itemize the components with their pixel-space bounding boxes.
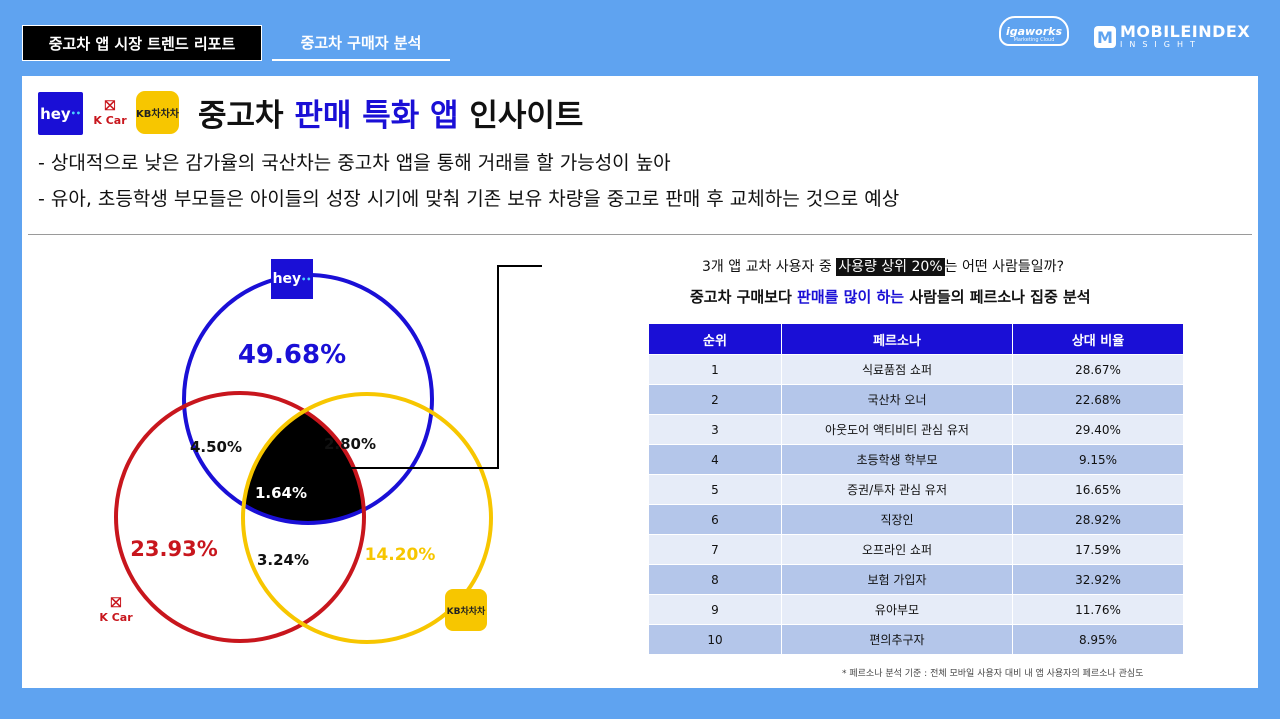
cell-ratio: 9.15% — [1012, 444, 1184, 475]
cell-persona: 보험 가입자 — [781, 564, 1013, 595]
table-row: 8 보험 가입자 32.92% — [648, 564, 1184, 595]
venn-center-region — [243, 394, 364, 523]
cell-rank: 4 — [648, 444, 782, 475]
venn-label-kcar-kb: 3.24% — [257, 551, 309, 569]
igaworks-cloud-icon: igaworks — [999, 16, 1069, 46]
kb-logo: KB차차차 — [136, 91, 179, 134]
cell-persona: 편의추구자 — [781, 624, 1013, 655]
subtitle-highlight: 판매를 많이 하는 — [797, 288, 905, 306]
content-panel: hey •• ⛝ K Car KB차차차 중고차 판매 특화 앱 인사이트 - 상… — [22, 76, 1258, 688]
table-row: 10 편의추구자 8.95% — [648, 624, 1184, 655]
table-row: 1 식료품점 쇼퍼 28.67% — [648, 354, 1184, 385]
kcar-mark-icon: ⛝ — [104, 98, 116, 114]
analysis-subtitle: 중고차 구매보다 판매를 많이 하는 사람들의 페르소나 집중 분석 — [690, 288, 1091, 306]
cell-ratio: 22.68% — [1012, 384, 1184, 415]
cell-rank: 1 — [648, 354, 782, 385]
cell-ratio: 11.76% — [1012, 594, 1184, 625]
venn-kcar-logo: ⛝ K Car — [96, 595, 136, 629]
col-ratio: 상대 비율 — [1012, 323, 1184, 355]
table-row: 9 유아부모 11.76% — [648, 594, 1184, 625]
cell-persona: 국산차 오너 — [781, 384, 1013, 415]
cell-rank: 10 — [648, 624, 782, 655]
igaworks-logo: igaworks Marketing Cloud — [996, 16, 1072, 56]
venn-circle-kb — [241, 392, 493, 644]
bullet-1: - 상대적으로 낮은 감가율의 국산차는 중고차 앱을 통해 거래를 할 가능성… — [38, 152, 671, 174]
venn-diagram: 49.68% 4.50% 2.80% 1.64% 23.93% 3.24% 14… — [114, 265, 542, 644]
mobileindex-logo: M MOBILEINDEX INSIGHT — [1094, 22, 1250, 52]
mobileindex-m-icon: M — [1094, 26, 1116, 48]
col-persona: 페르소나 — [781, 323, 1013, 355]
divider — [28, 234, 1252, 235]
cell-rank: 7 — [648, 534, 782, 565]
venn-label-kb-only: 14.20% — [365, 545, 436, 565]
table-row: 5 증권/투자 관심 유저 16.65% — [648, 474, 1184, 505]
cell-rank: 6 — [648, 504, 782, 535]
page-title: 중고차 판매 특화 앱 인사이트 — [198, 98, 584, 134]
cell-ratio: 28.92% — [1012, 504, 1184, 535]
cell-persona: 직장인 — [781, 504, 1013, 535]
cell-persona: 증권/투자 관심 유저 — [781, 474, 1013, 505]
cell-ratio: 8.95% — [1012, 624, 1184, 655]
persona-table: 순위 페르소나 상대 비율 1 식료품점 쇼퍼 28.67% 2 국산차 오너 22.68… — [648, 323, 1184, 655]
table-row: 6 직장인 28.92% — [648, 504, 1184, 535]
cell-rank: 3 — [648, 414, 782, 445]
venn-hey-logo: hey •• — [271, 259, 313, 299]
col-rank: 순위 — [648, 323, 782, 355]
venn-kb-logo: KB차차차 — [445, 589, 487, 631]
venn-label-hey-kcar: 4.50% — [190, 438, 242, 456]
table-row: 7 오프라인 쇼퍼 17.59% — [648, 534, 1184, 565]
venn-label-hey-only: 49.68% — [238, 340, 346, 370]
cell-rank: 8 — [648, 564, 782, 595]
table-row: 4 초등학생 학부모 9.15% — [648, 444, 1184, 475]
table-header-row: 순위 페르소나 상대 비율 — [648, 323, 1184, 355]
table-row: 2 국산차 오너 22.68% — [648, 384, 1184, 415]
cell-ratio: 32.92% — [1012, 564, 1184, 595]
table-row: 3 아웃도어 액티비티 관심 유저 29.40% — [648, 414, 1184, 445]
cell-rank: 9 — [648, 594, 782, 625]
cell-ratio: 16.65% — [1012, 474, 1184, 505]
cell-persona: 오프라인 쇼퍼 — [781, 534, 1013, 565]
cell-ratio: 29.40% — [1012, 414, 1184, 445]
title-highlight: 판매 특화 앱 — [294, 98, 459, 134]
cell-persona: 초등학생 학부모 — [781, 444, 1013, 475]
bullet-2: - 유아, 초등학생 부모들은 아이들의 성장 시기에 맞춰 기존 보유 차량을… — [38, 188, 900, 210]
venn-kcar-mark-icon: ⛝ — [110, 595, 122, 611]
tab-market-trend-report[interactable]: 중고차 앱 시장 트렌드 리포트 — [22, 25, 262, 61]
venn-label-kcar-only: 23.93% — [130, 537, 217, 561]
question-boxed: 사용량 상위 20% — [836, 258, 945, 276]
hey-logo: hey •• — [38, 92, 83, 135]
footnote: * 페르소나 분석 기준 : 전체 모바일 사용자 대비 내 앱 사용자의 페르… — [842, 669, 1144, 679]
tab-buyer-analysis[interactable]: 중고차 구매자 분석 — [272, 25, 450, 61]
venn-label-hey-kb: 2.80% — [324, 435, 376, 453]
connector-line — [315, 265, 542, 469]
mobileindex-sub: INSIGHT — [1120, 40, 1202, 49]
kcar-logo: ⛝ K Car — [93, 98, 127, 127]
venn-circle-kcar — [114, 391, 366, 643]
cell-rank: 2 — [648, 384, 782, 415]
cell-ratio: 28.67% — [1012, 354, 1184, 385]
cell-persona: 유아부모 — [781, 594, 1013, 625]
venn-label-all: 1.64% — [255, 484, 307, 502]
question-line: 3개 앱 교차 사용자 중 사용량 상위 20% 는 어떤 사람들일까? — [702, 258, 1064, 276]
cell-rank: 5 — [648, 474, 782, 505]
cell-persona: 식료품점 쇼퍼 — [781, 354, 1013, 385]
mobileindex-title: MOBILEINDEX — [1120, 22, 1251, 41]
cell-persona: 아웃도어 액티비티 관심 유저 — [781, 414, 1013, 445]
cell-ratio: 17.59% — [1012, 534, 1184, 565]
igaworks-sub: Marketing Cloud — [1013, 37, 1055, 43]
